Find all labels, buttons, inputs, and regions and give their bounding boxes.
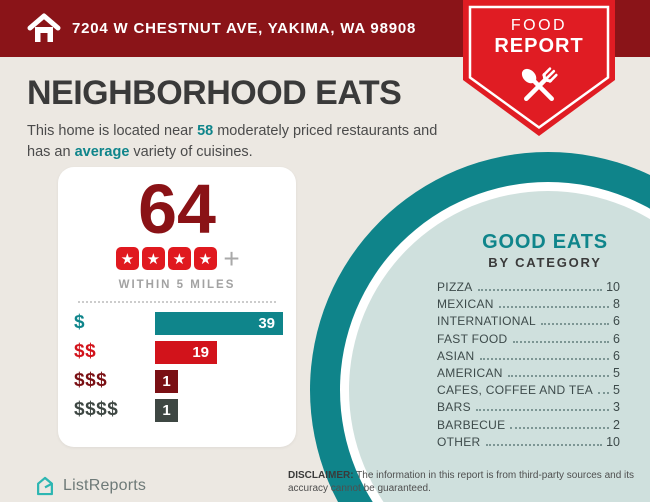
stars-row: ★ ★ ★ ★ + bbox=[58, 242, 296, 274]
listreports-house-icon bbox=[37, 476, 53, 496]
good-eats-title: GOOD EATS bbox=[482, 231, 608, 253]
restaurant-score: 64 bbox=[138, 170, 216, 248]
brand-name: ListReports bbox=[63, 477, 147, 494]
ribbon-line1: FOOD bbox=[510, 17, 568, 34]
list-item: BARS 3 bbox=[437, 400, 620, 415]
subtitle-line2: has an average variety of cuisines. bbox=[27, 143, 253, 160]
disclaimer-label: DISCLAIMER: bbox=[288, 470, 354, 481]
dot-leader bbox=[541, 323, 610, 326]
price-tier-label-4: $$$$ bbox=[74, 399, 119, 420]
star-icon: ★ bbox=[193, 247, 217, 270]
list-item: FAST FOOD 6 bbox=[437, 331, 620, 346]
price-bar-4: 1 bbox=[155, 398, 178, 422]
price-bar-3: 1 bbox=[155, 369, 178, 393]
star-icon: ★ bbox=[167, 247, 191, 270]
food-report-ribbon: FOOD REPORT bbox=[463, 0, 615, 140]
good-eats-subtitle: BY CATEGORY bbox=[488, 255, 602, 270]
variety-highlight: average bbox=[74, 143, 130, 160]
list-item: BARBECUE 2 bbox=[437, 417, 620, 432]
bar-row-3: $$$ 1 bbox=[74, 369, 286, 393]
dot-leader bbox=[485, 443, 603, 446]
dot-leader bbox=[510, 426, 610, 429]
list-item: INTERNATIONAL 6 bbox=[437, 314, 620, 329]
price-tier-label-3: $$$ bbox=[74, 370, 108, 391]
bar-row-2: $$ 19 bbox=[74, 340, 286, 364]
listreports-logo: ListReports bbox=[34, 475, 146, 497]
dot-leader bbox=[512, 340, 610, 343]
list-item: CAFES, COFFEE AND TEA 5 bbox=[437, 383, 620, 398]
score-card: 64 ★ ★ ★ ★ + WITHIN 5 MILES $ 39 $$ 19 $$$ 1… bbox=[58, 167, 296, 447]
dot-leader bbox=[598, 392, 610, 395]
subtitle-line1: This home is located near 58 moderately … bbox=[27, 123, 438, 139]
dot-leader bbox=[507, 374, 610, 377]
dotted-divider bbox=[78, 300, 276, 303]
disclaimer: DISCLAIMER: The information in this repo… bbox=[288, 470, 635, 495]
bar-value-3: 1 bbox=[162, 372, 171, 390]
property-address: 7204 W CHESTNUT AVE, YAKIMA, WA 98908 bbox=[72, 20, 417, 37]
house-icon bbox=[27, 13, 61, 42]
page-title: NEIGHBORHOOD EATS bbox=[27, 74, 402, 112]
radius-caption: WITHIN 5 MILES bbox=[118, 278, 236, 291]
list-item: ASIAN 6 bbox=[437, 348, 620, 363]
ribbon-line2: REPORT bbox=[494, 35, 584, 57]
spoon-fork-icon bbox=[521, 67, 558, 101]
ribbon-shape bbox=[463, 0, 615, 136]
price-bar-1: 39 bbox=[155, 311, 283, 335]
bar-value-2: 19 bbox=[192, 343, 209, 361]
plus-sign: + bbox=[223, 242, 240, 274]
star-icon: ★ bbox=[141, 247, 165, 270]
bar-row-4: $$$$ 1 bbox=[74, 398, 286, 422]
list-item: MEXICAN 8 bbox=[437, 297, 620, 312]
category-list: PIZZA 10 MEXICAN 8 INTERNATIONAL 6 FAST FOO… bbox=[437, 280, 620, 452]
bar-value-4: 1 bbox=[162, 401, 171, 419]
dot-leader bbox=[475, 409, 610, 412]
list-item: AMERICAN 5 bbox=[437, 365, 620, 380]
price-bar-2: 19 bbox=[155, 340, 217, 364]
dot-leader bbox=[477, 289, 603, 291]
bar-row-1: $ 39 bbox=[74, 311, 286, 335]
price-bar-chart: $ 39 $$ 19 $$$ 1 $$$$ 1 bbox=[74, 311, 286, 422]
list-item: OTHER 10 bbox=[437, 434, 620, 449]
price-tier-label-2: $$ bbox=[74, 341, 97, 362]
price-tier-label-1: $ bbox=[74, 312, 86, 333]
subtitle: This home is located near 58 moderately … bbox=[27, 121, 517, 162]
star-icon: ★ bbox=[115, 247, 139, 270]
dot-leader bbox=[498, 306, 610, 309]
restaurant-count: 58 bbox=[197, 123, 214, 139]
dot-leader bbox=[479, 357, 610, 360]
bar-value-1: 39 bbox=[258, 314, 275, 332]
list-item: PIZZA 10 bbox=[437, 280, 620, 294]
